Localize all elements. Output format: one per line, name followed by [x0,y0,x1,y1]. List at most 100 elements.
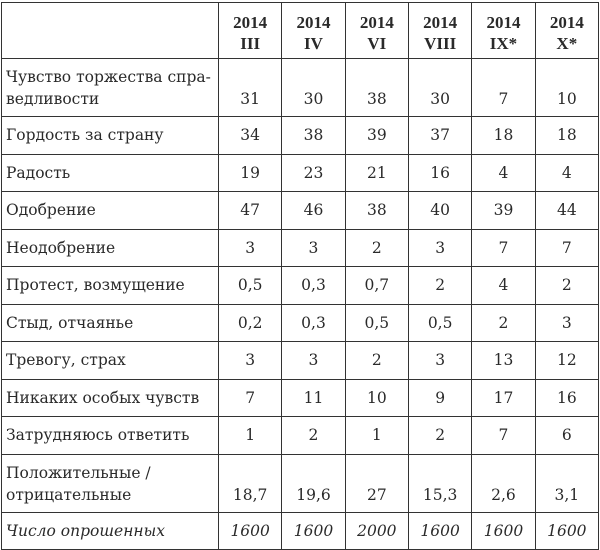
column-header: 2014 IX* [471,2,536,59]
value-cell: 46 [281,191,346,230]
value-cell: 7 [217,378,283,417]
value-cell: 30 [407,58,473,117]
value-cell: 1600 [217,511,283,550]
value-cell: 17 [471,378,536,417]
value-cell: 16 [534,378,600,417]
value-cell: 6 [534,416,600,455]
column-header: 2014 VIII [407,2,473,59]
value-cell: 12 [534,341,600,380]
value-cell: 38 [281,116,346,155]
table-row: Затрудняюсь ответить 1 2 1 2 7 6 [1,416,600,455]
value-cell: 40 [407,191,473,230]
value-cell: 10 [534,58,600,117]
value-cell: 27 [344,453,409,513]
row-label: Положительные / отрицательные [1,453,219,513]
value-cell: 39 [344,116,409,155]
row-label: Стыд, отчаянье [1,303,219,342]
value-cell: 39 [471,191,536,230]
table-row: Чувство торжества спра- ведливости 31 30 38… [1,58,600,117]
value-cell: 2 [344,228,409,267]
table-row: Неодобрение 3 3 2 3 7 7 [1,228,600,267]
value-cell: 18,7 [217,453,283,513]
table-row: Одобрение 47 46 38 40 39 44 [1,191,600,230]
value-cell: 1 [217,416,283,455]
value-cell: 4 [471,266,536,305]
value-cell: 7 [471,228,536,267]
value-cell: 31 [217,58,283,117]
month: X* [556,34,578,53]
value-cell: 2 [281,416,346,455]
value-cell: 19,6 [281,453,346,513]
value-cell: 2 [344,341,409,380]
value-cell: 18 [534,116,600,155]
value-cell: 1600 [281,511,346,550]
year: 2014 [486,13,521,32]
value-cell: 30 [281,58,346,117]
value-cell: 3 [217,228,283,267]
value-cell: 4 [534,153,600,192]
value-cell: 0,5 [344,303,409,342]
table-row: Никаких особых чувств 7 11 10 9 17 16 [1,378,600,417]
value-cell: 7 [471,416,536,455]
header-row: 2014 III 2014 IV 2014 VI 2014 VIII 2014 IX* 2… [1,2,600,59]
column-header: 2014 X* [534,2,600,59]
value-cell: 0,7 [344,266,409,305]
year: 2014 [359,13,394,32]
value-cell: 0,5 [407,303,473,342]
value-cell: 44 [534,191,600,230]
year: 2014 [549,13,584,32]
value-cell: 0,3 [281,303,346,342]
value-cell: 1600 [534,511,600,550]
row-label: Гордость за страну [1,116,219,155]
value-cell: 2 [471,303,536,342]
value-cell: 3 [217,341,283,380]
value-cell: 3 [407,228,473,267]
table-row: Протест, возмущение 0,5 0,3 0,7 2 4 2 [1,266,600,305]
value-cell: 34 [217,116,283,155]
value-cell: 9 [407,378,473,417]
value-cell: 1600 [407,511,473,550]
row-label: Никаких особых чувств [1,378,219,417]
value-cell: 0,3 [281,266,346,305]
column-header: 2014 VI [344,2,409,59]
year: 2014 [233,13,268,32]
table-row: Радость 19 23 21 16 4 4 [1,153,600,192]
row-label: Тревогу, страх [1,341,219,380]
value-cell: 47 [217,191,283,230]
value-cell: 3 [281,341,346,380]
value-cell: 19 [217,153,283,192]
value-cell: 18 [471,116,536,155]
value-cell: 1600 [471,511,536,550]
month: III [240,34,261,53]
value-cell: 0,5 [217,266,283,305]
row-label: Неодобрение [1,228,219,267]
row-label: Протест, возмущение [1,266,219,305]
year: 2014 [296,13,331,32]
value-cell: 0,2 [217,303,283,342]
value-cell: 10 [344,378,409,417]
value-cell: 7 [471,58,536,117]
value-cell: 16 [407,153,473,192]
value-cell: 2000 [344,511,409,550]
table-row: Положительные / отрицательные 18,7 19,6 27 1… [1,453,600,513]
month: IX* [489,34,518,53]
month: IV [304,34,323,53]
table-row: Гордость за страну 34 38 39 37 18 18 [1,116,600,155]
month: VI [367,34,387,53]
column-header: 2014 IV [281,2,346,59]
value-cell: 13 [471,341,536,380]
value-cell: 3 [281,228,346,267]
value-cell: 2,6 [471,453,536,513]
value-cell: 3,1 [534,453,600,513]
value-cell: 15,3 [407,453,473,513]
value-cell: 23 [281,153,346,192]
column-header: 2014 III [217,2,283,59]
value-cell: 2 [534,266,600,305]
row-label: Затрудняюсь ответить [1,416,219,455]
row-label: Чувство торжества спра- ведливости [1,58,219,117]
value-cell: 11 [281,378,346,417]
value-cell: 37 [407,116,473,155]
value-cell: 4 [471,153,536,192]
value-cell: 2 [407,266,473,305]
